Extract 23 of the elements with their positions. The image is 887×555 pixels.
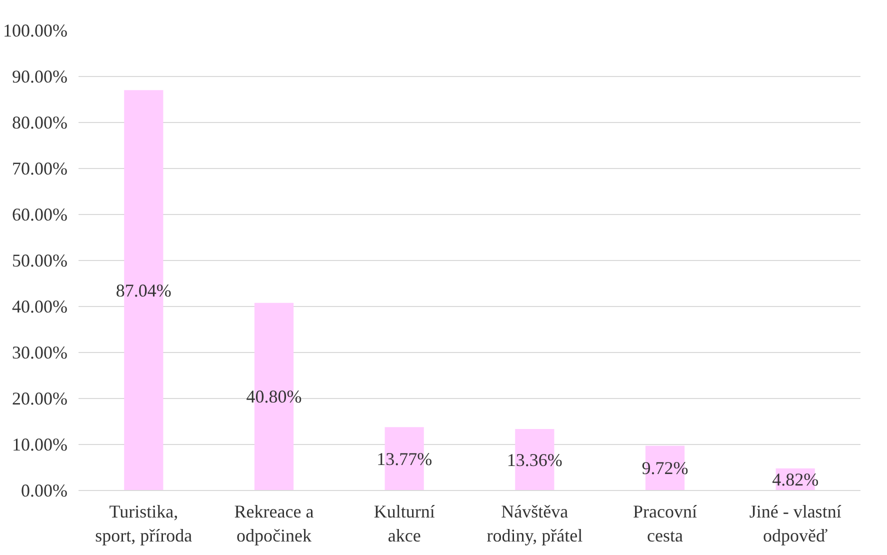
y-tick-label: 100.00% (3, 20, 68, 40)
x-tick-label: Návštěva rodiny, přátel (486, 502, 583, 546)
x-tick-label: Pracovní cesta (633, 502, 697, 546)
x-tick-label: Turistika, sport, příroda (95, 502, 192, 546)
data-label: 13.77% (376, 448, 432, 469)
data-label: 13.36% (506, 450, 562, 470)
x-tick-label: Rekreace a odpočinek (234, 502, 314, 546)
y-tick-label: 50.00% (12, 250, 68, 270)
data-label: 40.80% (246, 386, 302, 407)
y-tick-label: 40.00% (12, 296, 68, 316)
y-tick-label: 0.00% (21, 480, 68, 500)
x-tick-label: Kulturní akce (374, 502, 435, 546)
data-label: 4.82% (772, 469, 819, 490)
y-tick-label: 10.00% (12, 434, 68, 454)
y-tick-label: 60.00% (12, 204, 68, 224)
y-tick-label: 80.00% (12, 112, 68, 132)
y-tick-label: 70.00% (12, 158, 68, 178)
data-label: 9.72% (642, 458, 688, 478)
data-label: 87.04% (116, 280, 172, 300)
y-tick-label: 20.00% (12, 388, 68, 408)
y-tick-label: 90.00% (12, 66, 68, 86)
y-tick-label: 30.00% (12, 342, 68, 362)
x-tick-label: Jiné - vlastní odpověď (749, 502, 842, 546)
